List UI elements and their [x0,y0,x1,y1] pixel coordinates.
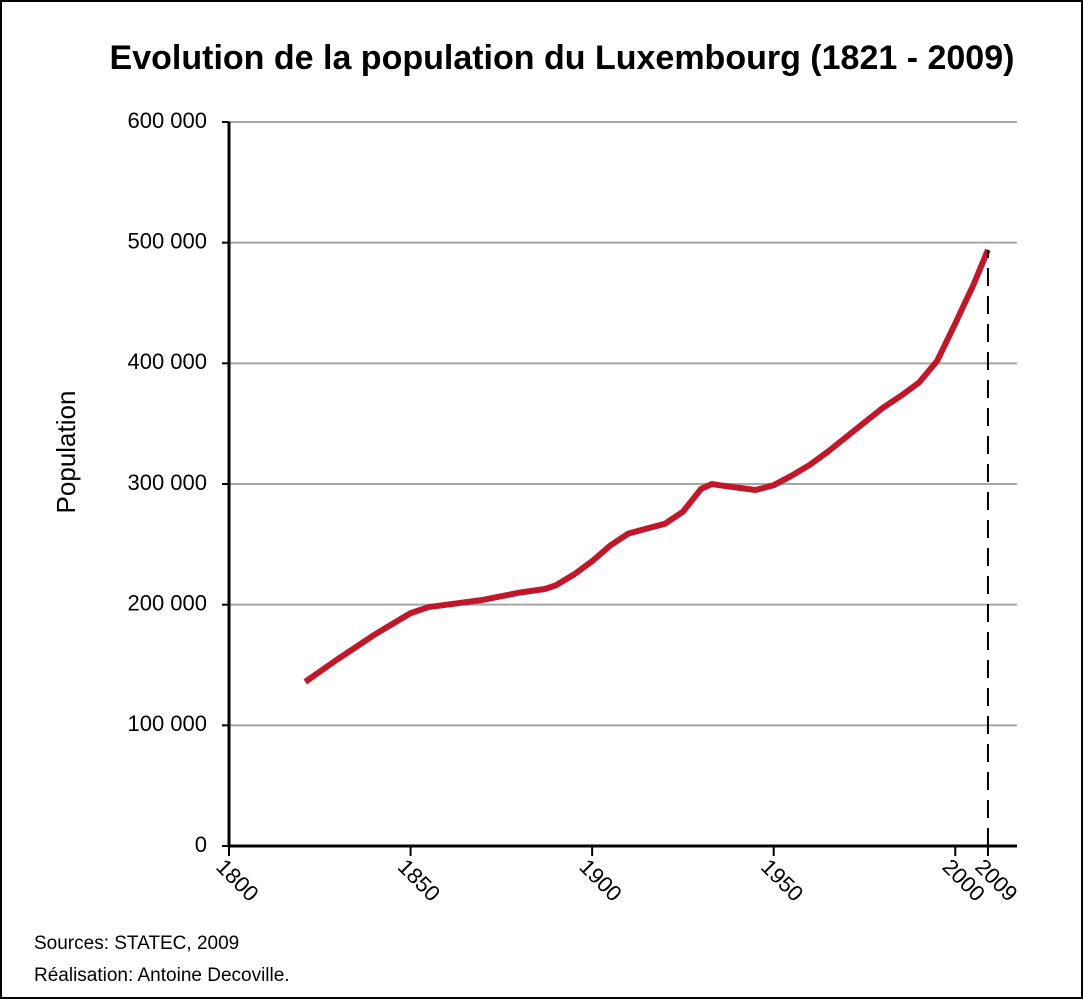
y-tick-label: 500 000 [127,228,207,253]
y-tick-label: 0 [195,832,207,857]
y-tick-label: 300 000 [127,470,207,495]
y-tick-label: 600 000 [127,108,207,133]
y-tick-label: 100 000 [127,711,207,736]
chart-title: Evolution de la population du Luxembourg… [110,39,1015,77]
y-tick-label: 200 000 [127,590,207,615]
data-line [303,248,991,685]
y-axis-label: Population [51,391,81,514]
y-tick-label: 400 000 [127,349,207,374]
credit-note: Réalisation: Antoine Decoville. [34,965,290,986]
source-note: Sources: STATEC, 2009 [34,933,239,954]
